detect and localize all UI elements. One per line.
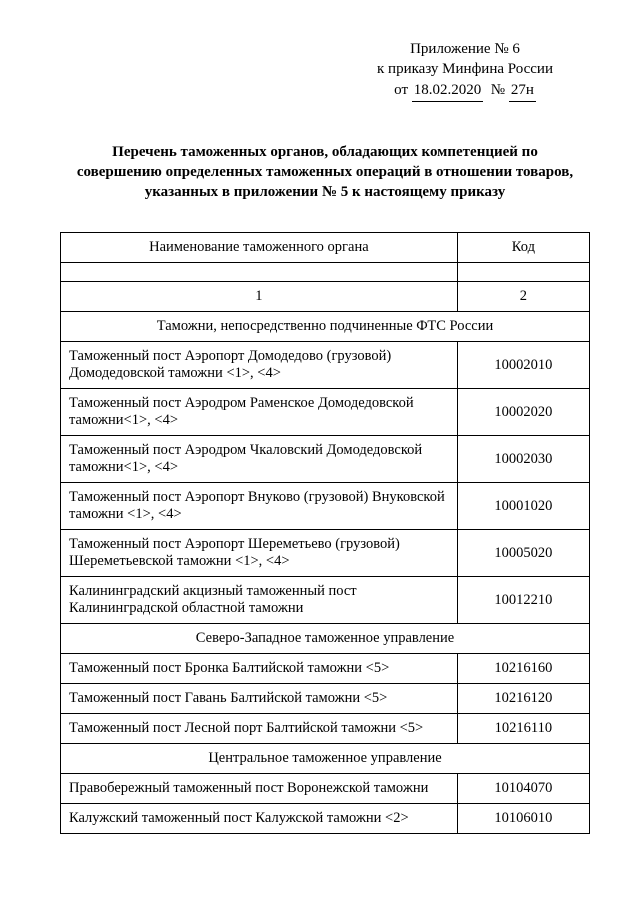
customs-name-cell: Правобережный таможенный пост Воронежско… bbox=[61, 774, 458, 804]
customs-code-cell: 10001020 bbox=[457, 483, 589, 530]
num-symbol: № bbox=[491, 82, 505, 98]
document-page: Приложение № 6 к приказу Минфина России … bbox=[0, 0, 640, 864]
table-number-row: 1 2 bbox=[61, 282, 590, 312]
customs-name-cell: Калужский таможенный пост Калужской тамо… bbox=[61, 804, 458, 834]
col-header-code: Код bbox=[457, 233, 589, 263]
customs-name-cell: Таможенный пост Аэродром Чкаловский Домо… bbox=[61, 436, 458, 483]
date-value: 18.02.2020 bbox=[412, 81, 484, 102]
customs-name-cell: Таможенный пост Бронка Балтийской таможн… bbox=[61, 654, 458, 684]
customs-name-cell: Таможенный пост Лесной порт Балтийской т… bbox=[61, 714, 458, 744]
customs-code-cell: 10216160 bbox=[457, 654, 589, 684]
customs-code-cell: 10216120 bbox=[457, 684, 589, 714]
customs-code-cell: 10104070 bbox=[457, 774, 589, 804]
customs-code-cell: 10005020 bbox=[457, 530, 589, 577]
table-row: Таможенный пост Аэропорт Внуково (грузов… bbox=[61, 483, 590, 530]
table-row: Таможенный пост Лесной порт Балтийской т… bbox=[61, 714, 590, 744]
section-header-row: Северо-Западное таможенное управление bbox=[61, 624, 590, 654]
col-header-name: Наименование таможенного органа bbox=[61, 233, 458, 263]
appendix-date-line: от 18.02.2020 № 27н bbox=[340, 81, 590, 102]
table-row: Таможенный пост Гавань Балтийской таможн… bbox=[61, 684, 590, 714]
date-prefix: от bbox=[394, 82, 408, 98]
table-row: Таможенный пост Аэропорт Домодедово (гру… bbox=[61, 342, 590, 389]
table-header-row: Наименование таможенного органа Код bbox=[61, 233, 590, 263]
table-row: Правобережный таможенный пост Воронежско… bbox=[61, 774, 590, 804]
customs-code-cell: 10106010 bbox=[457, 804, 589, 834]
col-num-2: 2 bbox=[457, 282, 589, 312]
customs-name-cell: Таможенный пост Гавань Балтийской таможн… bbox=[61, 684, 458, 714]
customs-code-cell: 10002020 bbox=[457, 389, 589, 436]
customs-code-cell: 10002030 bbox=[457, 436, 589, 483]
spacer-row bbox=[61, 263, 590, 282]
section-header-row: Таможни, непосредственно подчиненные ФТС… bbox=[61, 312, 590, 342]
appendix-line1: Приложение № 6 bbox=[340, 40, 590, 60]
customs-name-cell: Таможенный пост Аэропорт Шереметьево (гр… bbox=[61, 530, 458, 577]
section-title: Центральное таможенное управление bbox=[61, 744, 590, 774]
table-row: Таможенный пост Аэродром Раменское Домод… bbox=[61, 389, 590, 436]
table-row: Таможенный пост Бронка Балтийской таможн… bbox=[61, 654, 590, 684]
table-row: Калининградский акцизный таможенный пост… bbox=[61, 577, 590, 624]
appendix-header: Приложение № 6 к приказу Минфина России … bbox=[340, 40, 590, 102]
order-number: 27н bbox=[509, 81, 536, 102]
customs-name-cell: Таможенный пост Аэродром Раменское Домод… bbox=[61, 389, 458, 436]
customs-name-cell: Таможенный пост Аэропорт Внуково (грузов… bbox=[61, 483, 458, 530]
appendix-line2: к приказу Минфина России bbox=[340, 60, 590, 80]
table-row: Калужский таможенный пост Калужской тамо… bbox=[61, 804, 590, 834]
section-title: Северо-Западное таможенное управление bbox=[61, 624, 590, 654]
customs-name-cell: Калининградский акцизный таможенный пост… bbox=[61, 577, 458, 624]
section-title: Таможни, непосредственно подчиненные ФТС… bbox=[61, 312, 590, 342]
section-header-row: Центральное таможенное управление bbox=[61, 744, 590, 774]
customs-table: Наименование таможенного органа Код 1 2 … bbox=[60, 232, 590, 834]
customs-code-cell: 10216110 bbox=[457, 714, 589, 744]
col-num-1: 1 bbox=[61, 282, 458, 312]
customs-code-cell: 10002010 bbox=[457, 342, 589, 389]
customs-name-cell: Таможенный пост Аэропорт Домодедово (гру… bbox=[61, 342, 458, 389]
document-title: Перечень таможенных органов, обладающих … bbox=[75, 142, 575, 203]
customs-code-cell: 10012210 bbox=[457, 577, 589, 624]
table-row: Таможенный пост Аэропорт Шереметьево (гр… bbox=[61, 530, 590, 577]
table-row: Таможенный пост Аэродром Чкаловский Домо… bbox=[61, 436, 590, 483]
